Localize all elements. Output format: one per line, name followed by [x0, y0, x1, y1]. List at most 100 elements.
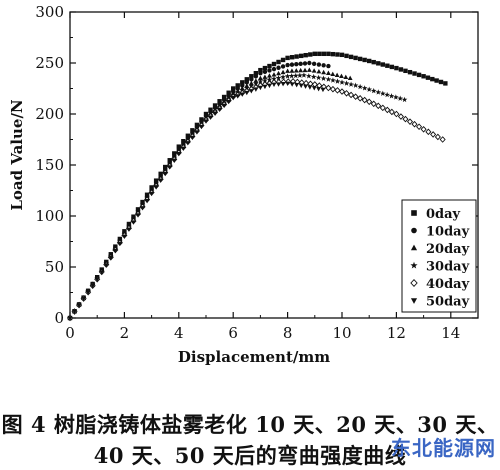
data-point-triangle-down [94, 277, 100, 282]
data-point-star [288, 73, 295, 79]
data-point-square [158, 171, 163, 177]
data-point-square [335, 52, 340, 57]
data-point-star [384, 91, 390, 98]
data-point-star [357, 83, 363, 90]
series-40day [66, 78, 446, 322]
data-point-triangle-down [410, 298, 418, 304]
data-point-square [294, 54, 299, 59]
data-point-triangle-down [149, 191, 155, 197]
legend-entry-20day: 20day [410, 242, 470, 257]
data-point-circle [302, 61, 308, 66]
data-point-square [407, 69, 413, 75]
data-point-triangle-down [199, 124, 204, 130]
y-tick-label: 200 [35, 105, 64, 123]
data-point-diamond-open [393, 110, 400, 118]
x-tick-label: 10 [332, 324, 351, 342]
data-point-triangle-down [108, 256, 114, 261]
data-point-triangle-down [121, 234, 127, 240]
data-point-square [253, 71, 259, 76]
data-point-triangle-down [235, 94, 241, 99]
data-point-triangle-up [321, 69, 327, 75]
data-point-triangle-down [167, 165, 173, 170]
data-point-square [289, 55, 295, 60]
data-point-triangle-down [230, 95, 236, 101]
data-point-star [257, 78, 264, 84]
data-point-triangle-down [208, 115, 213, 120]
data-point-diamond-open [375, 102, 382, 110]
data-point-star [343, 80, 350, 86]
data-point-star [292, 72, 299, 79]
legend-entry-50day: 50day [410, 295, 470, 310]
figure-caption-line-1: 图 4 树脂浇铸体盐雾老化 10 天、20 天、30 天、 [1, 412, 499, 437]
data-point-triangle-down [221, 103, 227, 109]
x-tick-label: 14 [441, 324, 460, 342]
data-point-triangle-down [112, 248, 118, 254]
data-point-triangle-down [140, 206, 145, 211]
data-point-square [430, 76, 435, 82]
data-point-square [312, 51, 317, 57]
data-point-triangle-down [72, 309, 77, 315]
data-point-triangle-down [117, 241, 123, 247]
data-point-diamond-open [430, 131, 437, 138]
data-point-triangle-up [325, 70, 331, 75]
data-point-square [194, 122, 200, 128]
chart-series [66, 51, 448, 322]
data-point-square [221, 94, 227, 100]
y-tick-label: 250 [35, 54, 64, 72]
data-point-triangle-down [311, 86, 317, 91]
data-point-diamond-open [361, 96, 368, 104]
data-point-triangle-up [285, 68, 291, 73]
data-point-square [240, 80, 245, 85]
y-tick-label: 50 [45, 258, 64, 276]
y-tick-label: 100 [35, 207, 64, 225]
data-point-square [321, 51, 327, 57]
data-point-diamond-open [352, 93, 359, 100]
data-point-diamond-open [348, 91, 355, 99]
data-point-square [199, 117, 204, 122]
data-point-diamond-open [329, 85, 336, 93]
data-point-square [249, 74, 254, 79]
data-point-triangle-down [239, 92, 245, 97]
data-point-triangle-down [244, 90, 250, 96]
data-point-square [172, 151, 177, 156]
data-point-triangle-down [217, 107, 223, 113]
data-point-square [362, 57, 367, 63]
data-point-star [280, 74, 286, 80]
data-point-diamond-open [334, 87, 341, 94]
data-point-triangle-up [267, 73, 272, 78]
data-point-circle [267, 68, 272, 73]
data-point-triangle-down [212, 111, 218, 116]
y-tick-label: 0 [54, 309, 64, 327]
data-point-square [308, 52, 313, 57]
data-point-square [330, 51, 336, 57]
data-point-square [280, 57, 286, 63]
data-point-square [357, 56, 363, 62]
data-point-diamond-open [366, 98, 373, 106]
site-watermark: 东北能源网 [391, 436, 496, 460]
data-point-square [208, 107, 213, 112]
data-point-triangle-up [262, 74, 268, 79]
data-point-triangle-up [347, 75, 353, 81]
x-tick-label: 12 [387, 324, 406, 342]
data-point-square [185, 133, 191, 138]
y-tick-label: 300 [35, 3, 64, 21]
data-point-square [367, 58, 372, 64]
data-point-triangle-down [162, 171, 168, 177]
data-point-circle [307, 60, 312, 66]
data-point-triangle-down [126, 227, 132, 232]
data-point-star [266, 76, 273, 83]
legend-label: 0day [426, 207, 461, 222]
figure-caption-line-2: 40 天、50 天后的弯曲强度曲线 [93, 443, 407, 468]
data-point-diamond-open [406, 118, 414, 125]
data-point-triangle-down [276, 82, 281, 87]
data-point-square [425, 75, 431, 80]
data-point-triangle-down [90, 283, 96, 289]
series-20day [67, 67, 353, 320]
data-point-diamond-open [416, 123, 423, 131]
data-point-star [410, 261, 418, 269]
data-point-circle [262, 69, 268, 75]
data-point-square [438, 79, 444, 85]
data-point-star [334, 78, 341, 84]
chart-axes: 0 2 4 6 8 10 12 14 0 50 100 150 200 250 300 Displacemen… [8, 3, 479, 366]
data-point-star [366, 86, 373, 92]
